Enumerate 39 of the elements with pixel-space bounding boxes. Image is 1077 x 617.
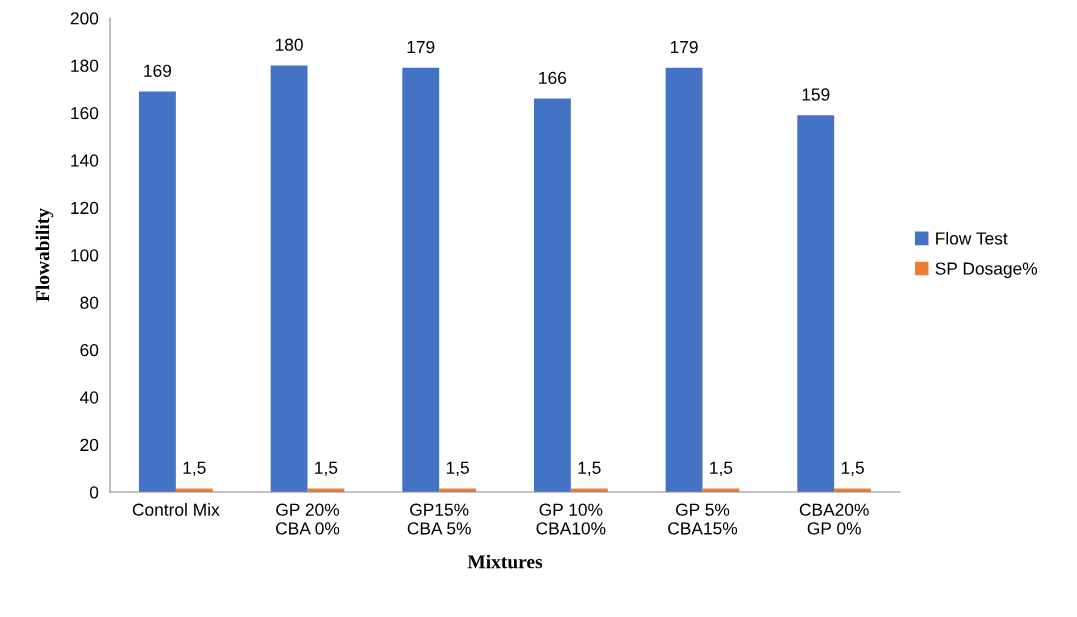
y-tick-label: 80 — [80, 296, 99, 309]
y-tick-label: 180 — [71, 59, 99, 72]
data-label: 1,5 — [183, 461, 206, 476]
y-tick-label: 120 — [71, 201, 99, 215]
x-tick-label: GP 10% CBA10% — [536, 503, 606, 535]
y-tick-label: 140 — [71, 154, 99, 167]
data-label: 180 — [275, 38, 303, 51]
data-label: 1,5 — [841, 461, 864, 476]
y-axis-title: Flowability — [35, 208, 54, 302]
y-tick-label: 0 — [89, 486, 99, 499]
bar — [797, 115, 835, 492]
bar — [138, 91, 176, 492]
x-tick-label: CBA20% GP 0% — [799, 503, 869, 535]
y-tick-label: 100 — [71, 249, 99, 262]
data-label: 1,5 — [446, 461, 469, 476]
bar — [665, 67, 703, 492]
data-label: 1,5 — [578, 461, 601, 476]
data-label: 169 — [144, 64, 172, 77]
bar — [270, 65, 308, 492]
bar — [402, 67, 440, 492]
legend-label: Flow Test — [936, 231, 1008, 245]
x-tick-label: GP 20% CBA 0% — [276, 503, 340, 535]
y-tick-label: 160 — [71, 106, 99, 120]
x-tick-label: GP 5% CBA15% — [668, 503, 738, 535]
data-label: 1,5 — [710, 461, 733, 476]
y-tick-label: 20 — [80, 438, 99, 452]
data-label: 179 — [407, 40, 435, 54]
y-tick-label: 200 — [70, 12, 99, 25]
data-label: 159 — [802, 88, 830, 101]
data-label: 179 — [670, 40, 698, 54]
y-tick-label: 60 — [80, 343, 99, 357]
x-tick-label: GP15% CBA 5% — [407, 503, 471, 535]
bar — [533, 98, 571, 492]
legend-label: SP Dosage% — [935, 262, 1038, 279]
x-tick-label: Control Mix — [132, 503, 220, 516]
data-label: 166 — [539, 71, 567, 85]
y-tick-label: 40 — [79, 391, 99, 404]
data-label: 1,5 — [315, 461, 338, 476]
x-axis-title: Mixtures — [467, 554, 543, 569]
